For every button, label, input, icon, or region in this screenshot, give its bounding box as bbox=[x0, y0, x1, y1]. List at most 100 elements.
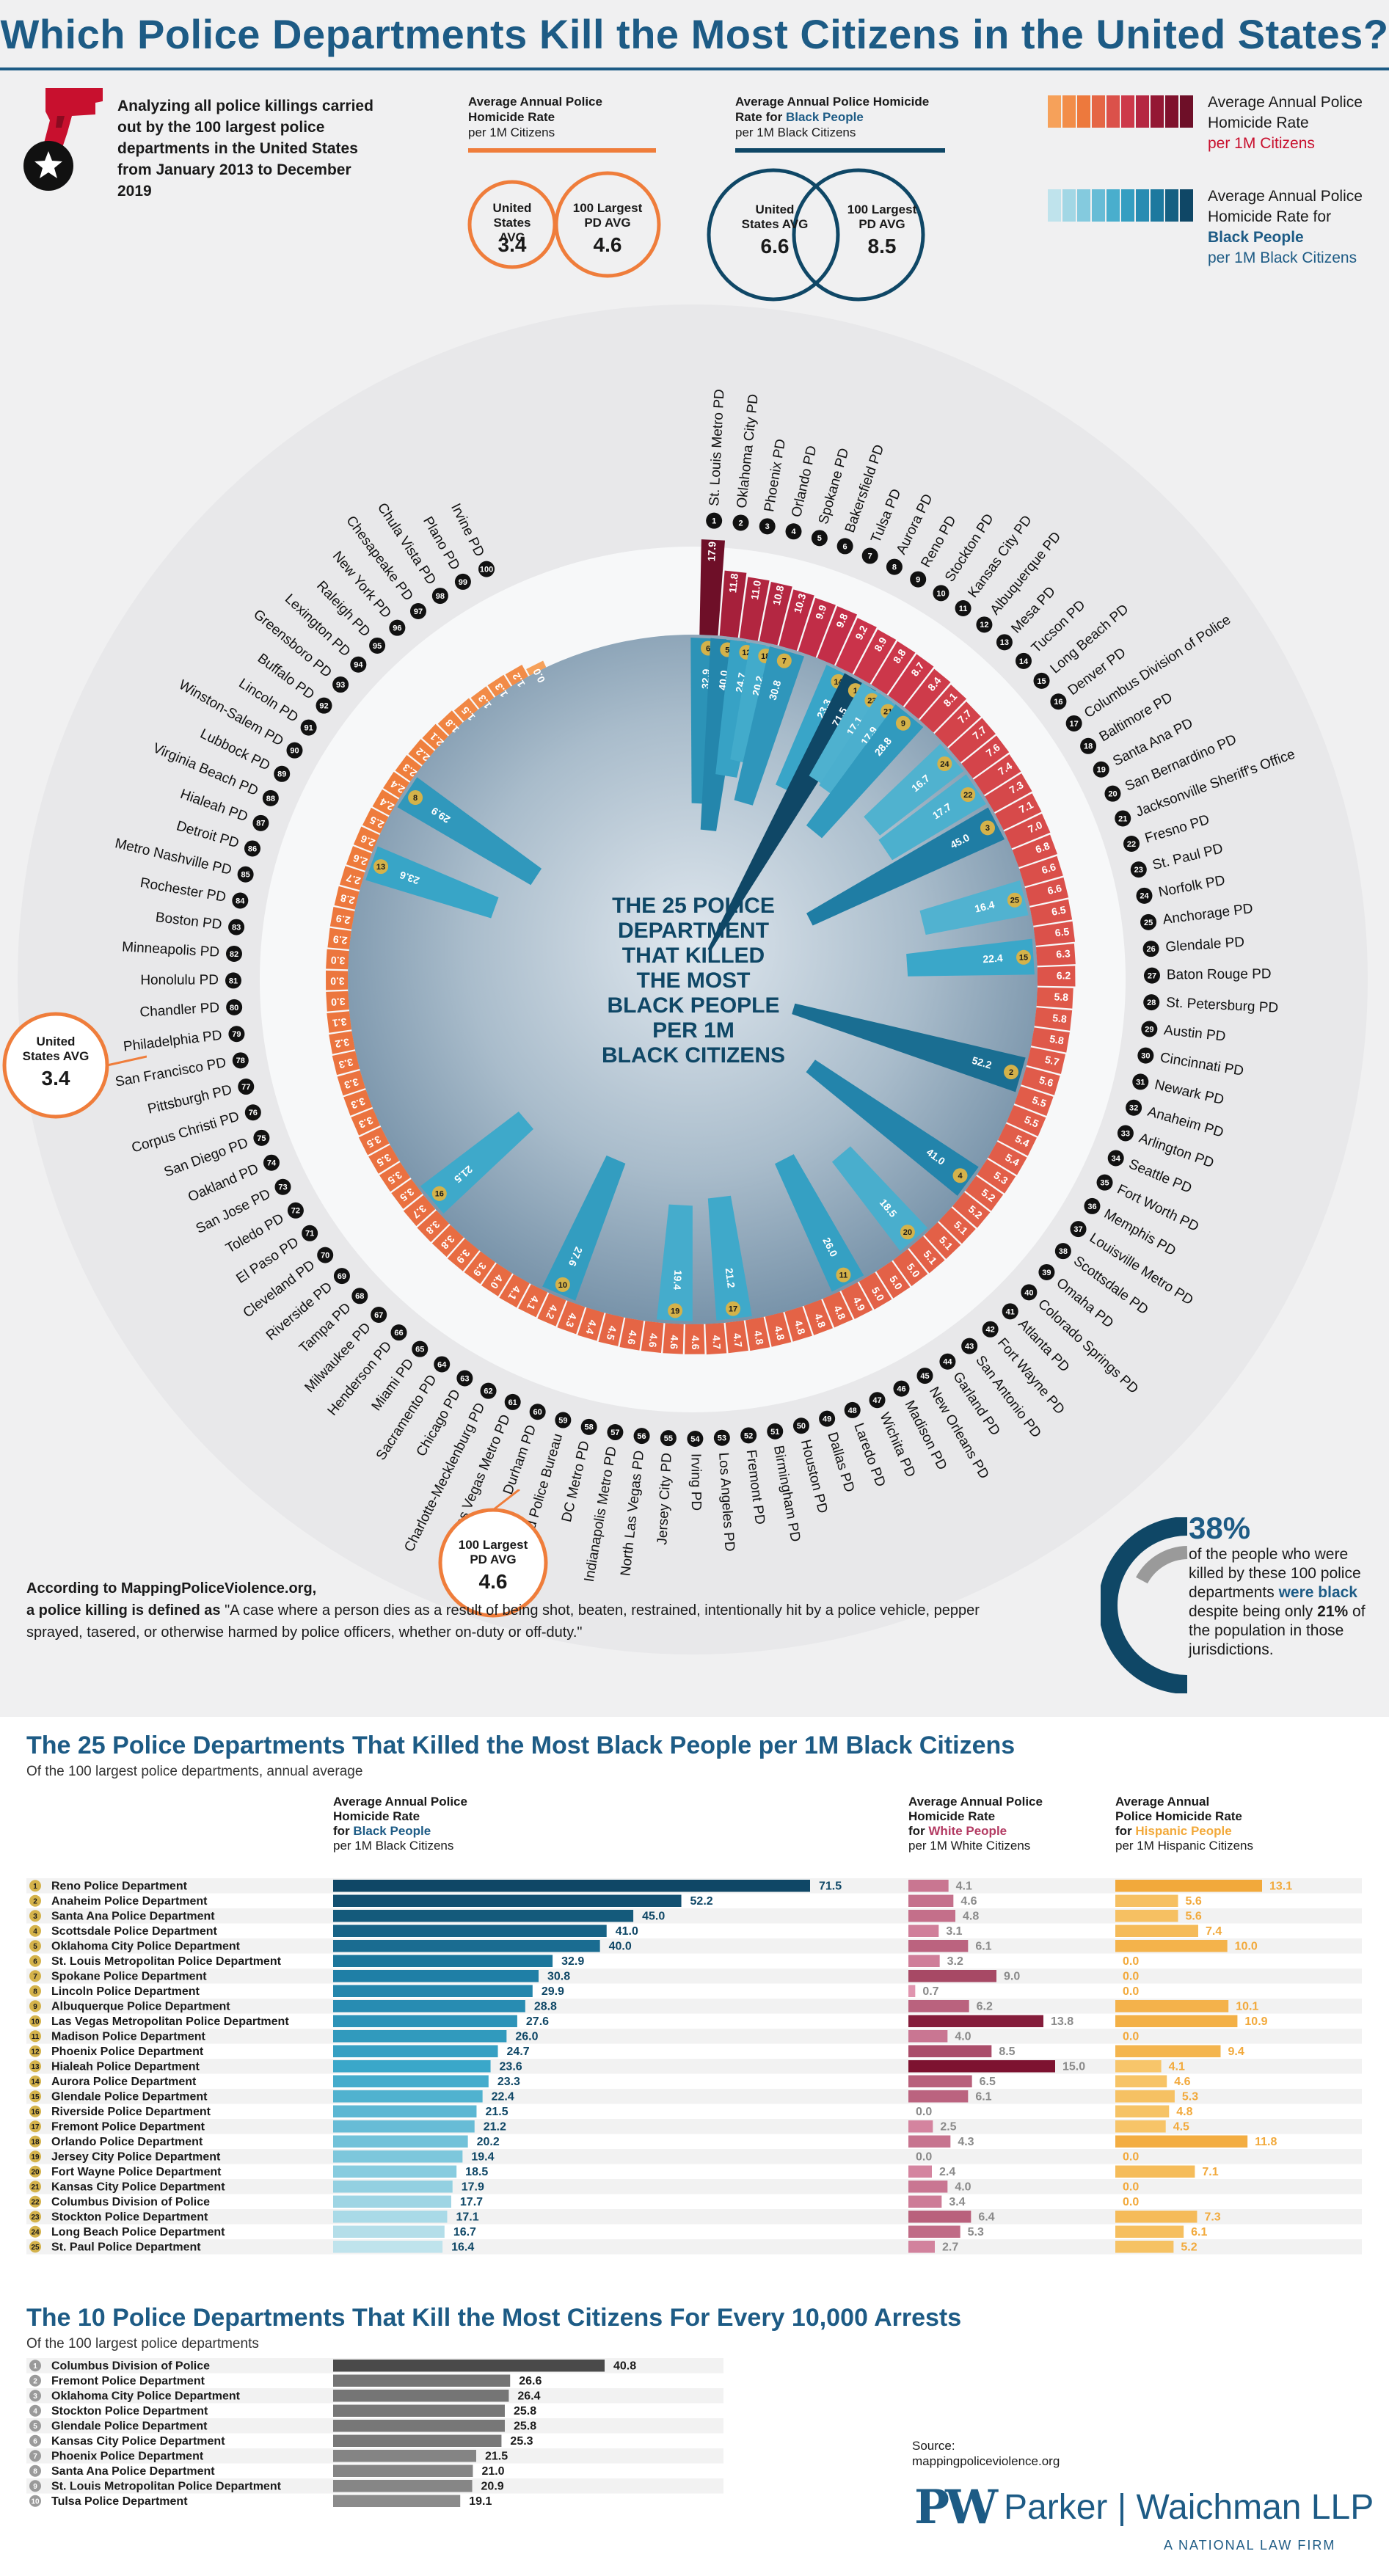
radial-bar bbox=[745, 1316, 770, 1351]
black-rate-table-value: 17.9 bbox=[462, 2181, 484, 2193]
black-rate-table-value: 52.2 bbox=[690, 1895, 713, 1908]
white-rate-table-value: 4.8 bbox=[963, 1910, 979, 1922]
radial-bar bbox=[453, 698, 478, 722]
legend-swatch bbox=[1165, 189, 1178, 222]
rank-number: 8 bbox=[892, 563, 897, 572]
rank-number: 94 bbox=[354, 661, 363, 670]
rank-number: 69 bbox=[338, 1272, 346, 1281]
rank-badge bbox=[633, 1428, 650, 1445]
col-header-line: for bbox=[1115, 1824, 1136, 1838]
table-department-name: Phoenix Police Department bbox=[51, 2450, 204, 2462]
black-rate-table-bar bbox=[333, 2150, 463, 2163]
table-rank-badge bbox=[29, 2360, 41, 2372]
rank-badge bbox=[350, 656, 367, 673]
radial-bar-value: 4.8 bbox=[752, 1329, 766, 1346]
rank-number: 3 bbox=[765, 522, 770, 531]
col-header-line: Police Homicide Rate bbox=[1115, 1809, 1242, 1823]
rank-badge bbox=[226, 999, 243, 1015]
arrest-rate-bar bbox=[333, 2374, 511, 2387]
rank-badge bbox=[713, 1429, 730, 1446]
table-rank-number: 5 bbox=[33, 1943, 37, 1951]
black-header-title-a: Average Annual Police Homicide Rate for bbox=[735, 95, 930, 124]
rank-number: 29 bbox=[1145, 1025, 1153, 1034]
legend-black-a: Average Annual Police Homicide Rate for bbox=[1208, 188, 1363, 225]
black-us-avg-label: United States AVG bbox=[741, 202, 809, 231]
radial-bar-value: 5.8 bbox=[1054, 990, 1068, 1003]
radial-bar bbox=[437, 710, 463, 736]
black-rate-bar bbox=[919, 880, 1029, 935]
firm-mark: PW bbox=[914, 2480, 998, 2535]
radial-bar bbox=[888, 654, 934, 707]
radial-bar bbox=[1025, 877, 1069, 906]
radial-bar bbox=[641, 1321, 664, 1354]
black-rank-badge bbox=[1016, 949, 1031, 965]
table-rank-number: 13 bbox=[31, 2063, 40, 2071]
legend-black-c: per 1M Black Citizens bbox=[1208, 249, 1357, 266]
radial-bar-value: 3.5 bbox=[365, 1134, 383, 1150]
white-rate-table-value: 9.0 bbox=[1004, 1970, 1020, 1982]
table-rank-badge bbox=[29, 1924, 41, 1937]
overall-us-avg-value: 3.4 bbox=[497, 233, 527, 256]
rank-badge bbox=[910, 571, 927, 588]
radial-bar-value: 4.7 bbox=[731, 1332, 744, 1348]
white-rate-table-value: 4.6 bbox=[960, 1895, 977, 1908]
rank-number: 22 bbox=[1127, 840, 1136, 849]
radial-bar bbox=[952, 1192, 991, 1228]
black-rank-number: 17 bbox=[729, 1305, 737, 1314]
rank-badge bbox=[333, 1268, 350, 1285]
rank-badge bbox=[1123, 835, 1140, 852]
rank-badge bbox=[819, 1410, 836, 1427]
table-department-name: Hialeah Police Department bbox=[51, 2060, 200, 2073]
rank-number: 39 bbox=[1042, 1269, 1051, 1277]
white-rate-table-value: 6.1 bbox=[975, 2090, 991, 2103]
table-department-name: Lincoln Police Department bbox=[51, 1985, 200, 1998]
hispanic-rate-table-bar bbox=[1115, 2075, 1167, 2087]
rank-number: 18 bbox=[1084, 742, 1093, 751]
rank-badge bbox=[1117, 1125, 1134, 1142]
table-rank-badge bbox=[29, 1985, 41, 1997]
hispanic-rate-table-bar bbox=[1115, 2211, 1197, 2223]
table-rank-badge bbox=[29, 2120, 41, 2133]
hispanic-rate-table-value: 4.8 bbox=[1176, 2106, 1192, 2118]
rank-badge bbox=[390, 1324, 407, 1341]
radial-bar bbox=[464, 1251, 496, 1285]
black-rate-table-bar bbox=[333, 2135, 468, 2148]
col-header-line: Average Annual Police bbox=[333, 1795, 467, 1809]
hispanic-rate-table-bar bbox=[1115, 2105, 1170, 2117]
black-rank-number: 20 bbox=[903, 1228, 912, 1237]
radial-bar bbox=[725, 1320, 748, 1354]
rank-badge bbox=[982, 1321, 999, 1338]
radial-bar-value: 3.0 bbox=[330, 996, 346, 1008]
table-rank-badge bbox=[29, 2195, 41, 2208]
black-rate-table-bar bbox=[333, 2090, 483, 2103]
rank-number: 5 bbox=[817, 534, 822, 543]
radial-bar bbox=[346, 846, 372, 871]
table-rank-badge bbox=[29, 2075, 41, 2087]
radial-bar-value: 6.6 bbox=[1040, 861, 1057, 876]
rank-number: 30 bbox=[1141, 1052, 1150, 1061]
black-rate-bar bbox=[420, 1112, 534, 1214]
rank-number: 61 bbox=[508, 1398, 517, 1407]
table-rank-number: 11 bbox=[32, 2033, 40, 2041]
table-rank-number: 1 bbox=[33, 2362, 37, 2371]
black-rate-table-bar bbox=[333, 2060, 491, 2073]
stat-text-a: of the people who were killed by these 1… bbox=[1189, 1546, 1361, 1601]
black-rate-table-bar bbox=[333, 1970, 539, 1982]
hispanic-rate-table-value: 10.1 bbox=[1236, 2000, 1258, 2013]
definition-lead-b: a police killing is defined as bbox=[26, 1602, 221, 1619]
rank-badge bbox=[316, 697, 332, 714]
arrest-rate-value: 21.0 bbox=[481, 2465, 504, 2478]
table-rank-number: 23 bbox=[31, 2214, 40, 2222]
rank-number: 81 bbox=[229, 977, 238, 985]
radial-bar bbox=[995, 793, 1042, 831]
rank-badge bbox=[252, 814, 269, 831]
white-rate-table-bar bbox=[908, 1940, 969, 1952]
white-rate-table-value: 0.7 bbox=[922, 1985, 938, 1998]
rank-number: 72 bbox=[291, 1207, 300, 1216]
table-rank-badge bbox=[29, 2211, 41, 2223]
black-rank-number: 19 bbox=[671, 1307, 679, 1316]
black-rank-badge bbox=[776, 653, 792, 668]
definition-text: According to MappingPoliceViolence.org, … bbox=[26, 1577, 1010, 1643]
arrest-rate-bar bbox=[333, 2450, 476, 2462]
hispanic-rate-table-value: 5.6 bbox=[1185, 1910, 1201, 1922]
